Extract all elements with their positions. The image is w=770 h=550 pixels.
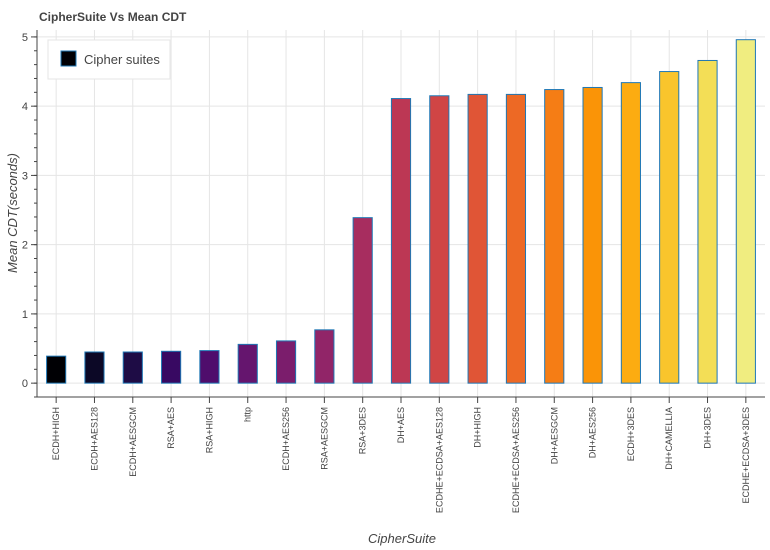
y-tick-label: 1 bbox=[22, 309, 28, 321]
x-tick-label: DH+3DES bbox=[703, 407, 713, 449]
bar bbox=[544, 89, 565, 384]
bar bbox=[161, 350, 182, 384]
bars bbox=[46, 39, 756, 384]
y-tick-label: 3 bbox=[22, 170, 28, 182]
bar bbox=[467, 93, 488, 384]
y-tick-label: 0 bbox=[22, 378, 28, 390]
x-tick-label: RSA+AES bbox=[166, 407, 176, 449]
x-tick-label: http bbox=[243, 407, 253, 422]
y-axis: 0 1 2 3 4 5 bbox=[22, 30, 38, 398]
bar bbox=[505, 93, 527, 384]
bar bbox=[697, 59, 718, 384]
x-tick-label: DH+AES256 bbox=[588, 407, 598, 458]
bar bbox=[620, 82, 641, 384]
x-tick-label: ECDHE+ECDSA+AES128 bbox=[434, 407, 444, 513]
x-tick-label: ECDH+AES128 bbox=[89, 407, 99, 471]
y-axis-label: Mean CDT(seconds) bbox=[5, 153, 20, 273]
y-tick-label: 5 bbox=[22, 32, 28, 44]
y-tick-label: 4 bbox=[22, 101, 28, 113]
x-tick-label: DH+HIGH bbox=[473, 407, 483, 448]
legend: Cipher suites bbox=[47, 39, 171, 80]
bar bbox=[582, 86, 603, 384]
x-tick-label: ECDH+HIGH bbox=[51, 407, 61, 460]
x-tick-label: RSA+AESGCM bbox=[319, 407, 329, 470]
x-axis-label: CipherSuite bbox=[368, 531, 436, 546]
x-tick-label: ECDH+3DES bbox=[626, 407, 636, 461]
bar bbox=[429, 95, 450, 384]
bar bbox=[275, 340, 297, 384]
bar bbox=[659, 71, 680, 384]
x-tick-label: ECDH+AESGCM bbox=[128, 407, 138, 477]
bar bbox=[237, 343, 258, 384]
x-tick-label: RSA+3DES bbox=[358, 407, 368, 454]
x-tick-label: ECDHE+ECDSA+3DES bbox=[741, 407, 751, 504]
x-tick-label: ECDH+AES256 bbox=[281, 407, 291, 471]
bar bbox=[199, 350, 220, 384]
bar bbox=[314, 329, 335, 384]
chart-title: CipherSuite Vs Mean CDT bbox=[39, 10, 187, 24]
legend-label: Cipher suites bbox=[84, 52, 160, 67]
x-tick-label: DH+AES bbox=[396, 407, 406, 443]
x-tick-label: ECDHE+ECDSA+AES256 bbox=[511, 407, 521, 513]
x-tick-label: DH+AESGCM bbox=[549, 407, 559, 464]
bar bbox=[390, 98, 412, 384]
bar bbox=[735, 39, 756, 384]
bar bbox=[352, 217, 373, 384]
legend-swatch bbox=[60, 50, 77, 67]
x-tick-label: DH+CAMELLIA bbox=[664, 407, 674, 470]
y-tick-label: 2 bbox=[22, 240, 28, 252]
bar bbox=[84, 351, 105, 384]
bar bbox=[122, 351, 143, 384]
bar bbox=[46, 355, 67, 384]
x-tick-label: RSA+HIGH bbox=[204, 407, 214, 453]
x-axis: ECDH+HIGH ECDH+AES128 ECDH+AESGCM RSA+AES RS… bbox=[37, 396, 765, 513]
